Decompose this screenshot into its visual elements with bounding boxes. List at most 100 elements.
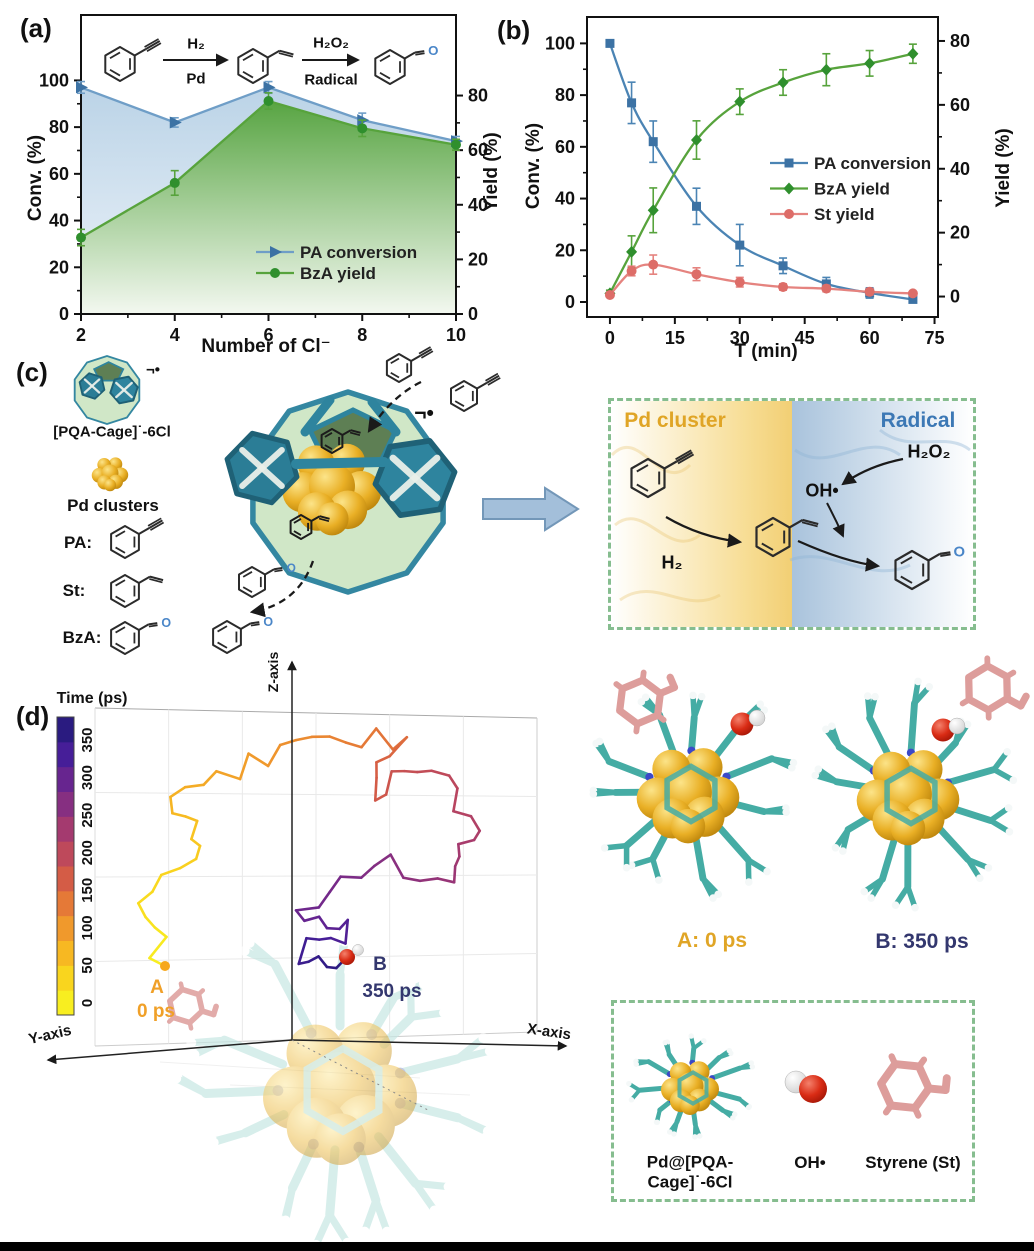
- bottom-border-bar: [0, 1242, 1034, 1251]
- svg-text:30: 30: [730, 328, 750, 348]
- legend-oh-oxygen: [799, 1075, 827, 1103]
- mechanism-graphics: O: [610, 428, 971, 603]
- pd-cluster: [91, 457, 129, 492]
- pd-cluster: [263, 1022, 417, 1165]
- svg-text:50: 50: [79, 957, 96, 974]
- pa-molecule: [104, 38, 162, 82]
- svg-text:40: 40: [468, 195, 488, 215]
- pa-entering-1: [385, 346, 434, 383]
- pa-legend-molecule: [110, 517, 165, 559]
- svg-text:O: O: [954, 544, 966, 560]
- mech-h2o2-label: H₂O₂: [907, 441, 951, 462]
- radical-mark-small: ¬•: [145, 361, 161, 379]
- styrene-at-start: [166, 981, 219, 1031]
- panel-c-label: (c): [16, 357, 48, 387]
- mech-st: [755, 516, 819, 558]
- snapshot-a-molecule: [589, 691, 798, 902]
- snapshot-b-label: B: 350 ps: [875, 929, 969, 953]
- legend-cage-molecule: [626, 1033, 756, 1140]
- snapshot-a-oh-hydrogen: [748, 709, 766, 727]
- mech-oh-label: OH•: [805, 480, 839, 501]
- svg-text:20: 20: [950, 223, 970, 243]
- pd-cluster-region: [611, 401, 792, 627]
- snapshot-b-styrene: [959, 655, 1030, 721]
- pd-cluster-icon: [91, 457, 129, 492]
- svg-text:BzA yield: BzA yield: [300, 264, 376, 283]
- svg-text:20: 20: [49, 257, 69, 277]
- legend-oh-label: OH•: [794, 1153, 826, 1173]
- svg-text:0: 0: [950, 287, 960, 307]
- st-inside-cage-1: [320, 428, 361, 454]
- svg-text:350: 350: [79, 727, 96, 752]
- trajectory-3d-scene: [46, 660, 568, 1250]
- svg-text:8: 8: [357, 325, 367, 345]
- a-scheme-h2o2-label: H₂O₂: [313, 34, 349, 52]
- svg-text:O: O: [287, 562, 296, 575]
- time-trajectory: [136, 727, 482, 970]
- svg-text:250: 250: [79, 803, 96, 828]
- st-legend-molecule: [110, 574, 164, 608]
- svg-text:PA conversion: PA conversion: [814, 154, 931, 173]
- big-right-arrow: [482, 486, 580, 532]
- svg-text:10: 10: [446, 325, 466, 345]
- svg-text:80: 80: [950, 31, 970, 51]
- z-axis-label: Z-axis: [264, 651, 281, 693]
- mech-right-title: Radical: [880, 408, 956, 432]
- point-b-oh-oxygen: [339, 949, 355, 965]
- snapshot-b-oh-hydrogen: [948, 717, 966, 735]
- point-a-letter: A: [150, 977, 164, 999]
- panel-b-chart: 0 15 30 45 60 75 0 20 40 60 80 100 0 20 40 60 80 PA conve…: [545, 16, 970, 348]
- svg-text:BzA yield: BzA yield: [814, 180, 890, 199]
- snapshot-a-styrene: [613, 669, 679, 735]
- pa-entering-2: [450, 372, 501, 412]
- svg-text:80: 80: [49, 117, 69, 137]
- svg-text:200: 200: [79, 840, 96, 865]
- a-scheme-radical-label: Radical: [304, 71, 358, 89]
- point-b-time: 350 ps: [362, 981, 422, 1003]
- svg-text:300: 300: [79, 765, 96, 790]
- bza-abbrev-label: BzA:: [62, 628, 102, 648]
- a-x-axis-title: Number of Cl⁻: [201, 336, 331, 358]
- svg-text:20: 20: [555, 240, 575, 260]
- styrene-molecule: [237, 48, 294, 84]
- svg-text:60: 60: [555, 137, 575, 157]
- svg-text:2: 2: [76, 325, 86, 345]
- bza-exiting-2: O: [212, 615, 273, 654]
- a-left-axis-title: Conv. (%): [25, 134, 47, 222]
- cage-molecule-faded: [171, 936, 495, 1250]
- snapshot-b-oh-oxygen: [931, 718, 955, 742]
- b-right-axis-title: Yield (%): [993, 128, 1015, 208]
- panel-a-label: (a): [20, 13, 52, 43]
- mech-left-title: Pd cluster: [624, 408, 726, 432]
- snapshot-b-molecule: [811, 677, 1018, 912]
- st-inside-cage-2: [289, 514, 330, 540]
- svg-text:80: 80: [468, 86, 488, 106]
- svg-text:40: 40: [555, 189, 575, 209]
- svg-text:80: 80: [555, 85, 575, 105]
- a-reaction-scheme: O: [104, 38, 438, 85]
- svg-text:4: 4: [170, 325, 180, 345]
- svg-text:O: O: [161, 616, 171, 630]
- panel-b-label: (b): [497, 15, 531, 45]
- panel-d-label: (d): [16, 701, 50, 731]
- svg-text:6: 6: [263, 325, 273, 345]
- bza-legend-molecule: O: [110, 616, 171, 655]
- svg-text:60: 60: [860, 328, 880, 348]
- mech-pa: [630, 449, 695, 499]
- pa-abbrev-label: PA:: [63, 533, 93, 553]
- svg-text:75: 75: [925, 328, 945, 348]
- a-scheme-pd-label: Pd: [186, 70, 206, 88]
- svg-text:0: 0: [605, 328, 615, 348]
- svg-text:0: 0: [565, 292, 575, 312]
- svg-text:O: O: [428, 43, 438, 58]
- svg-text:40: 40: [49, 211, 69, 231]
- svg-text:100: 100: [545, 33, 575, 53]
- mech-h2-label: H₂: [661, 552, 683, 573]
- cage-icon: [73, 355, 141, 425]
- point-a-time: 0 ps: [136, 1001, 176, 1023]
- benzaldehyde-molecule: O: [374, 43, 438, 85]
- snapshot-a-oh-oxygen: [730, 712, 754, 736]
